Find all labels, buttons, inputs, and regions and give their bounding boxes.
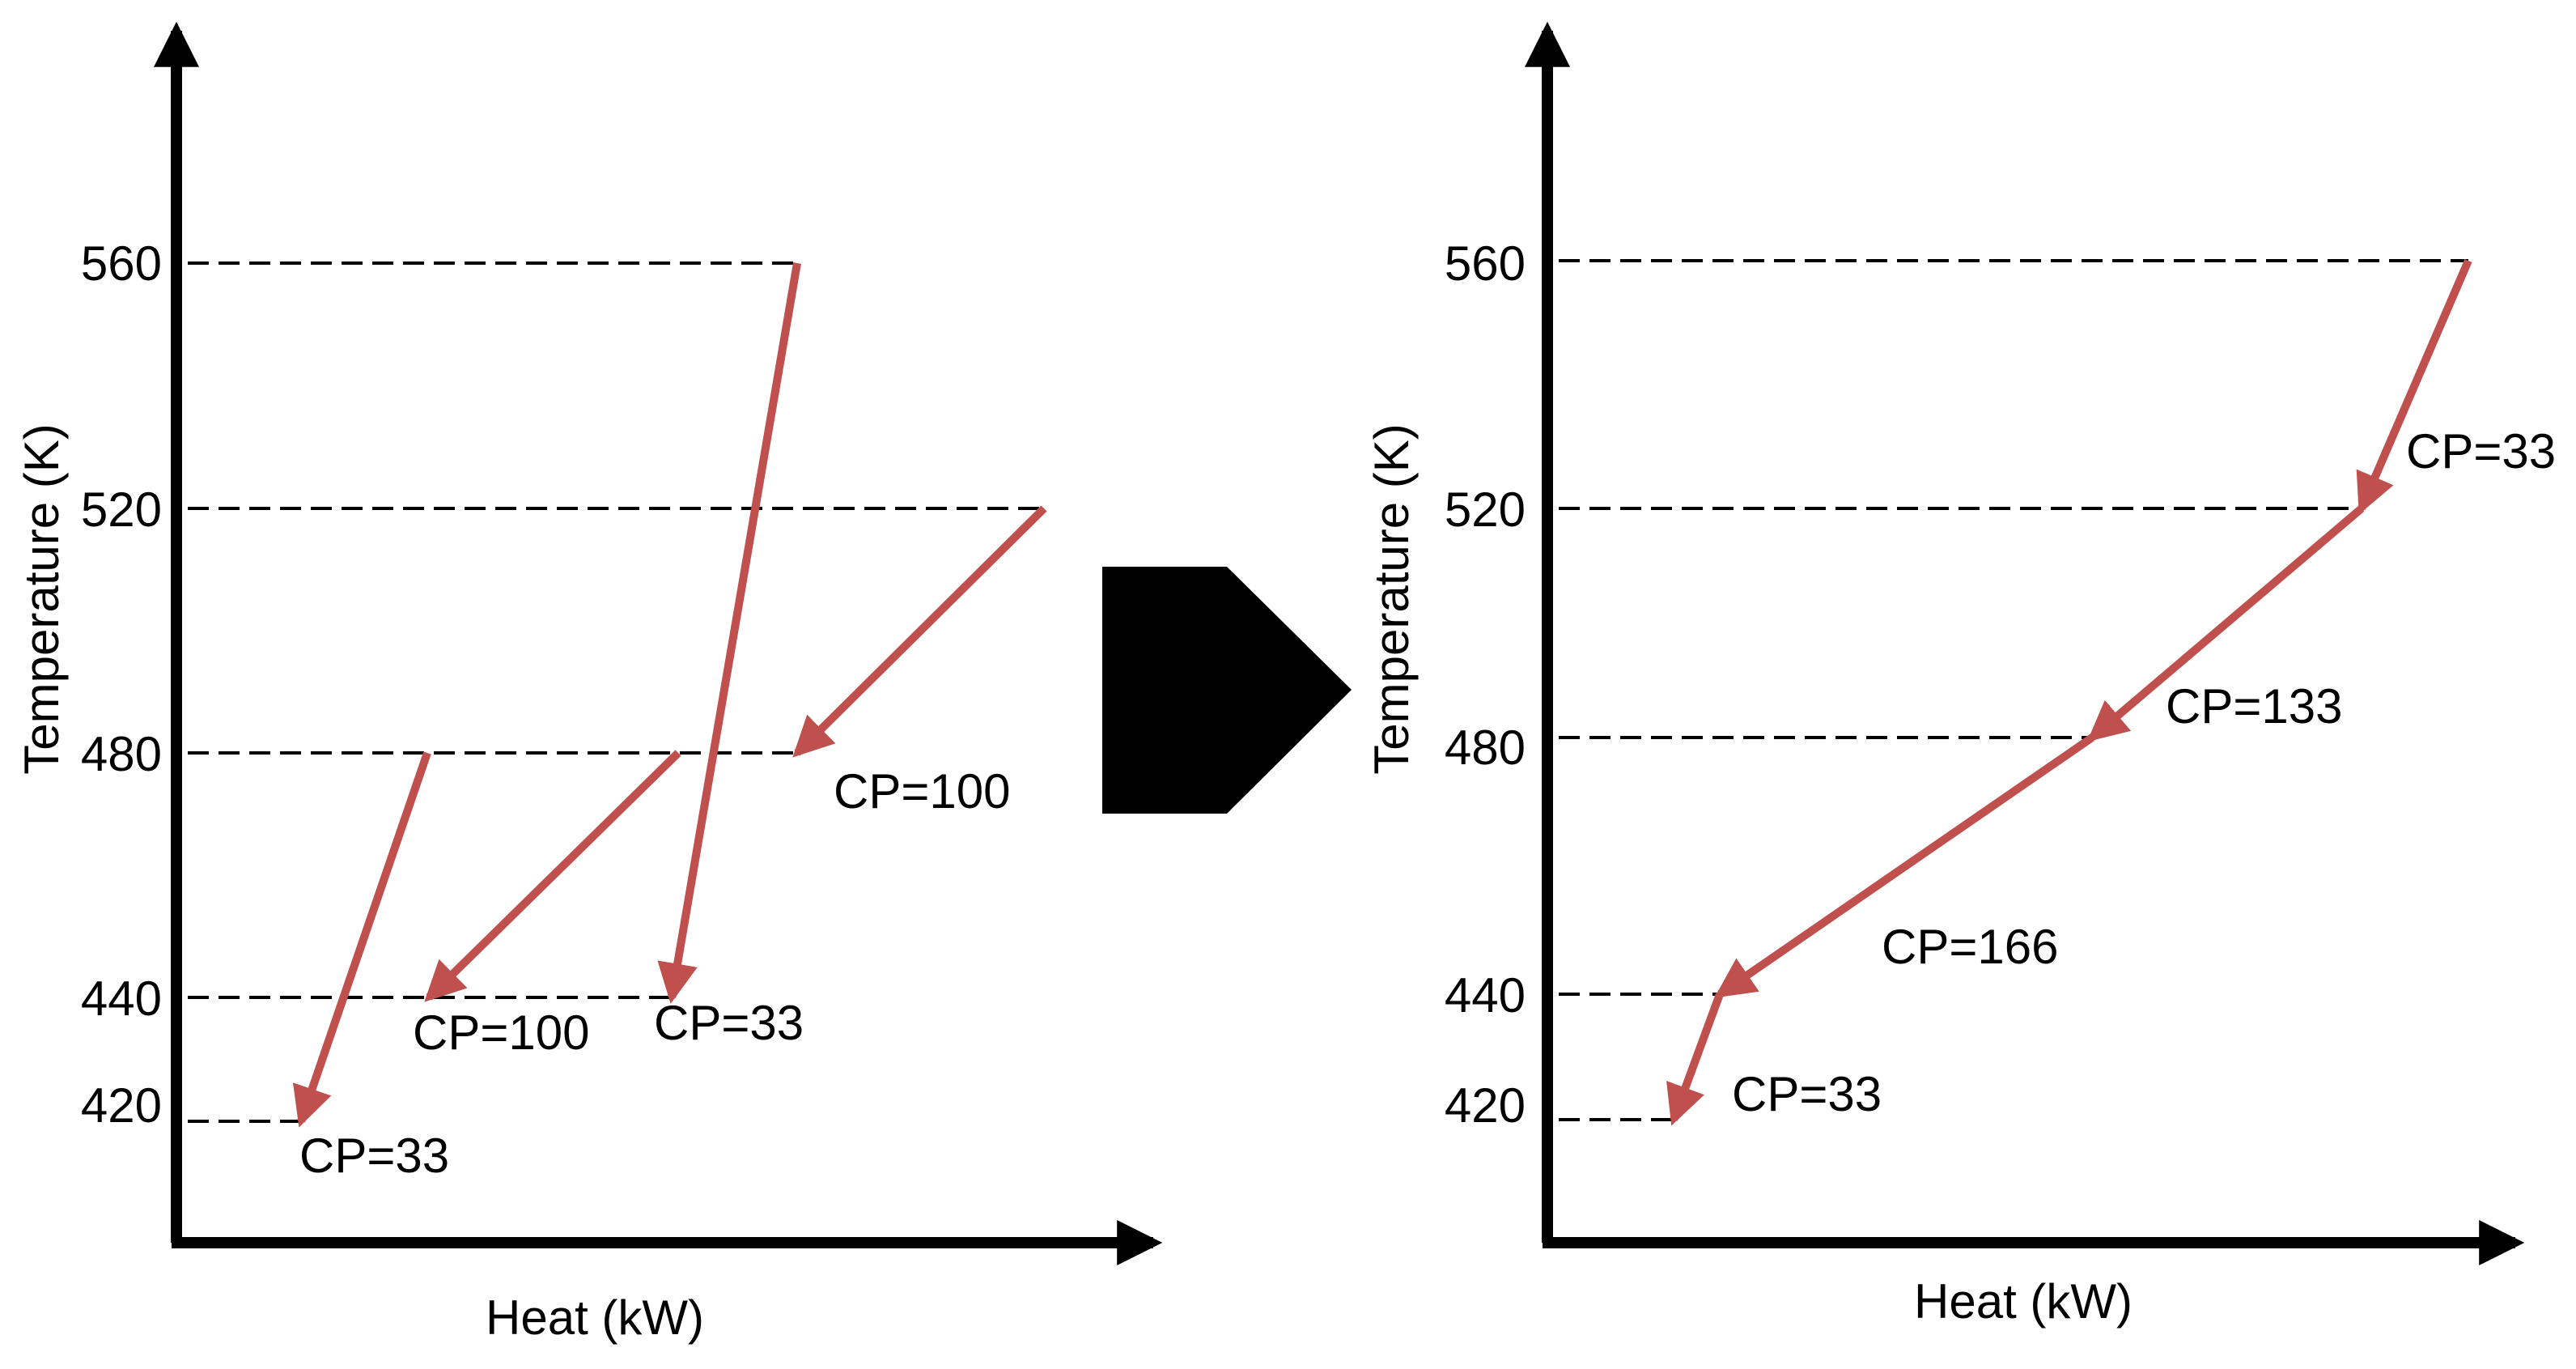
left-stream-560-440 <box>657 262 801 1004</box>
left-x-axis-label: Heat (kW) <box>486 1290 704 1345</box>
right-tick-420: 420 <box>1445 1078 1526 1133</box>
pentagon-right-arrow-icon <box>1102 567 1352 814</box>
right-x-axis-label: Heat (kW) <box>1914 1274 2133 1329</box>
left-tick-440: 440 <box>81 971 162 1026</box>
left-stream-480-420 <box>292 751 431 1128</box>
left-panel: 560 520 480 440 420 Temperature (K) Heat… <box>15 21 1163 1345</box>
left-y-axis-label: Temperature (K) <box>15 423 69 774</box>
left-cp-label-3: CP=33 <box>654 996 804 1050</box>
right-segment-440-420 <box>1666 993 1724 1126</box>
left-tick-480: 480 <box>81 727 162 781</box>
right-segment-480-440 <box>1714 733 2094 998</box>
left-tick-420: 420 <box>81 1078 162 1133</box>
right-tick-520: 520 <box>1445 483 1526 537</box>
left-tick-520: 520 <box>81 483 162 537</box>
left-cp-label-4: CP=33 <box>299 1129 449 1183</box>
right-tick-480: 480 <box>1445 721 1526 775</box>
left-stream-480-440-a <box>424 750 681 1002</box>
right-segment-560-520 <box>2356 259 2472 515</box>
right-tick-560: 560 <box>1445 236 1526 291</box>
right-cp-label-4: CP=33 <box>1732 1067 1882 1121</box>
right-cp-label-2: CP=133 <box>2166 679 2343 733</box>
right-tick-440: 440 <box>1445 968 1526 1022</box>
left-tick-560: 560 <box>81 236 162 291</box>
right-segment-520-480 <box>2086 505 2365 742</box>
left-cp-label-2: CP=100 <box>413 1005 590 1060</box>
left-cp-label-1: CP=100 <box>834 764 1011 818</box>
right-y-axis-label: Temperature (K) <box>1364 423 1419 774</box>
right-cp-label-3: CP=166 <box>1882 920 2059 974</box>
right-cp-label-1: CP=33 <box>2406 424 2556 478</box>
left-stream-520-480 <box>792 505 1047 758</box>
right-panel: 560 520 480 440 420 Temperature (K) Heat… <box>1364 21 2556 1329</box>
